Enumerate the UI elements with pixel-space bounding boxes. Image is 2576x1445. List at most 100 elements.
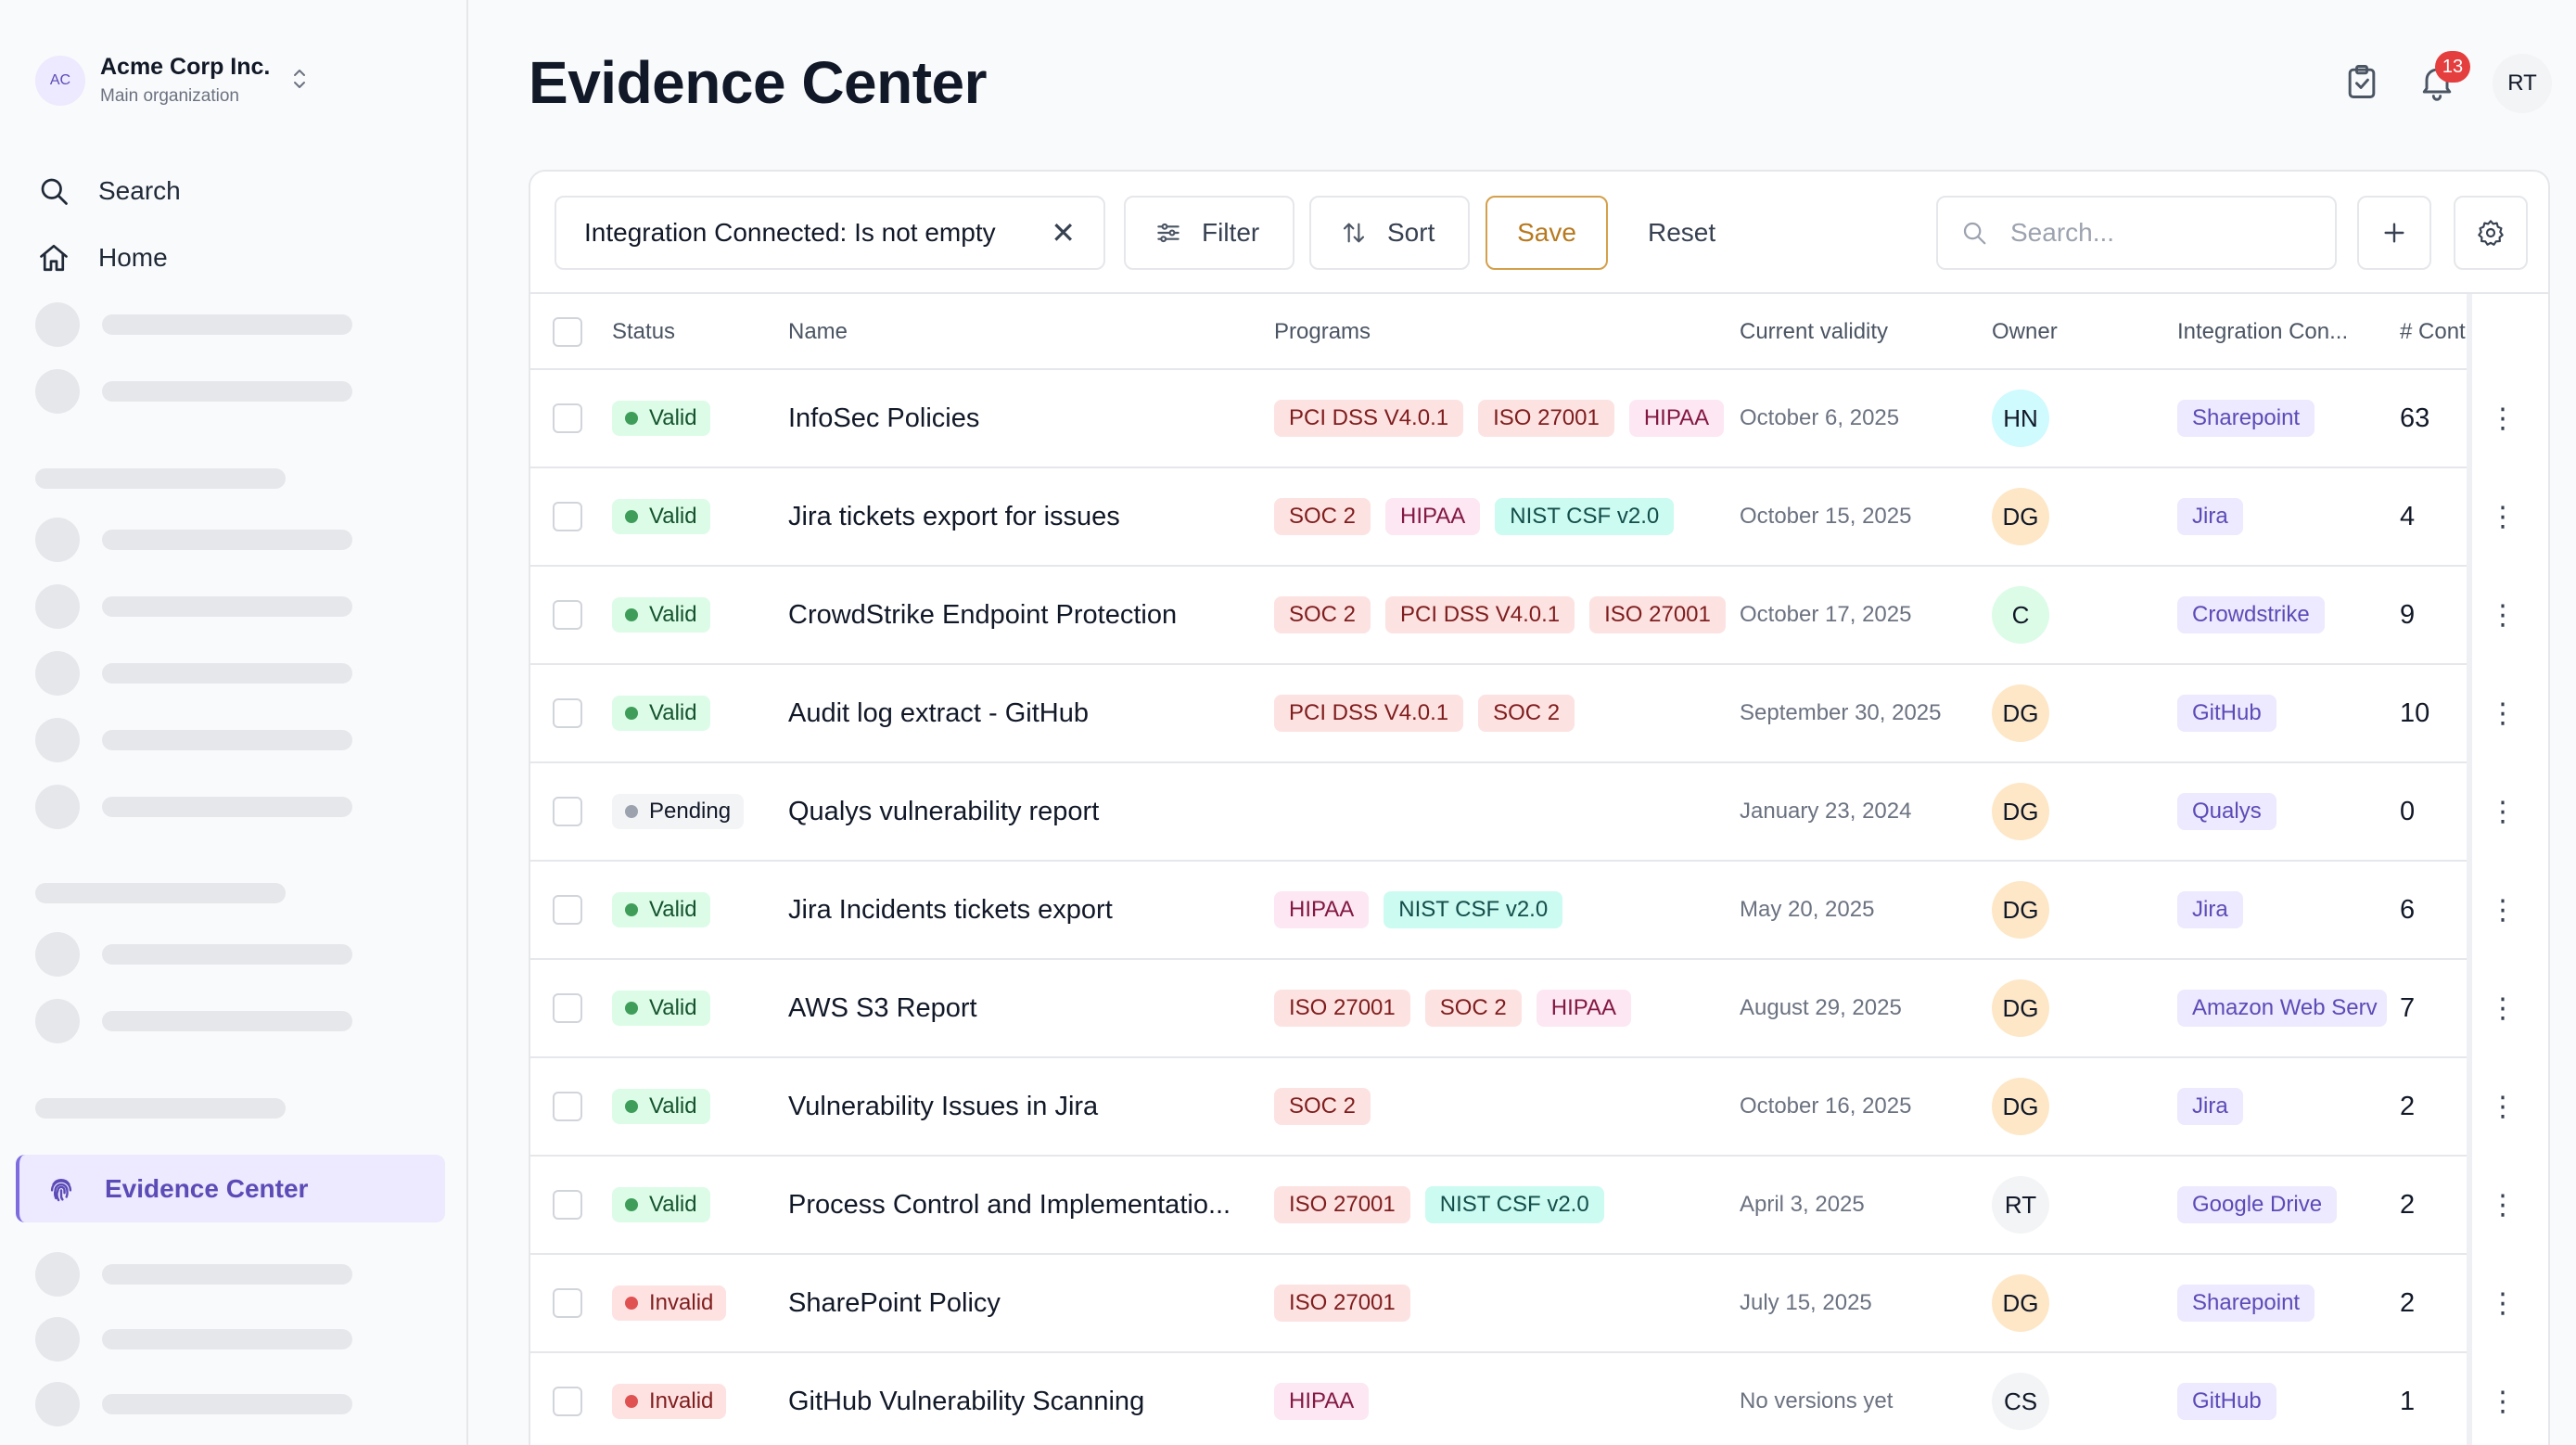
more-options-icon[interactable]: ⋮ [2489,796,2517,827]
column-header-status[interactable]: Status [612,319,676,344]
controls-count: 2 [2400,1091,2416,1121]
more-options-icon[interactable]: ⋮ [2489,1189,2517,1221]
row-checkbox[interactable] [553,895,582,925]
save-button[interactable]: Save [1486,196,1608,270]
more-options-icon[interactable]: ⋮ [2489,1091,2517,1122]
controls-count: 10 [2400,697,2430,728]
skeleton-bar [102,1264,352,1285]
user-avatar[interactable]: RT [2493,54,2552,113]
column-header-validity[interactable]: Current validity [1740,319,1889,344]
owner-avatar[interactable]: C [1992,586,2049,644]
owner-avatar[interactable]: DG [1992,881,2049,939]
owner-avatar[interactable]: DG [1992,1274,2049,1332]
controls-count: 63 [2400,403,2430,433]
more-options-icon[interactable]: ⋮ [2489,501,2517,532]
validity-date: July 15, 2025 [1740,1290,1872,1315]
reset-button[interactable]: Reset [1648,218,1716,247]
sort-button[interactable]: Sort [1309,196,1470,270]
row-checkbox[interactable] [553,1092,582,1121]
table-row[interactable]: Invalid GitHub Vulnerability Scanning HIPA… [530,1353,2548,1445]
more-options-icon[interactable]: ⋮ [2489,894,2517,926]
program-tag: ISO 27001 [1478,400,1614,437]
owner-avatar[interactable]: HN [1992,390,2049,447]
more-options-icon[interactable]: ⋮ [2489,992,2517,1024]
filter-button[interactable]: Filter [1124,196,1294,270]
owner-avatar[interactable]: DG [1992,783,2049,840]
nav-search[interactable]: Search [37,174,181,208]
evidence-name[interactable]: Audit log extract - GitHub [788,697,1089,728]
more-options-icon[interactable]: ⋮ [2489,1287,2517,1319]
notification-badge: 13 [2435,51,2470,83]
table-row[interactable]: Valid Jira tickets export for issues SOC 2… [530,468,2548,567]
evidence-name[interactable]: GitHub Vulnerability Scanning [788,1386,1145,1416]
table-row[interactable]: Valid Audit log extract - GitHub PCI DSS V… [530,665,2548,763]
more-options-icon[interactable]: ⋮ [2489,1386,2517,1417]
add-evidence-button[interactable] [2357,196,2431,270]
more-options-icon[interactable]: ⋮ [2489,599,2517,631]
status-label: Valid [649,504,697,529]
owner-avatar[interactable]: DG [1992,488,2049,545]
row-checkbox[interactable] [553,502,582,531]
integration-tag: Sharepoint [2177,1285,2315,1322]
column-header-programs[interactable]: Programs [1274,319,1371,344]
row-checkbox[interactable] [553,797,582,826]
status-badge: Valid [612,696,710,731]
row-checkbox[interactable] [553,993,582,1023]
table-row[interactable]: Valid Vulnerability Issues in Jira SOC 2 Oc… [530,1058,2548,1157]
table-row[interactable]: Valid InfoSec Policies PCI DSS V4.0.1 ISO 2… [530,370,2548,468]
owner-avatar[interactable]: RT [1992,1176,2049,1234]
row-checkbox[interactable] [553,1190,582,1220]
owner-avatar[interactable]: DG [1992,1078,2049,1135]
column-header-integration[interactable]: Integration Con... [2177,319,2349,344]
evidence-name[interactable]: Vulnerability Issues in Jira [788,1091,1099,1121]
status-label: Invalid [649,1388,714,1413]
programs-cell: ISO 27001 [1274,1255,1425,1351]
org-switcher[interactable]: AC Acme Corp Inc. Main organization [35,54,309,107]
skeleton-section-header [35,883,286,903]
program-tag: NIST CSF v2.0 [1384,891,1563,928]
table-row[interactable]: Pending Qualys vulnerability report Januar… [530,763,2548,862]
table-row[interactable]: Valid Process Control and Implementatio..… [530,1157,2548,1255]
owner-avatar[interactable]: DG [1992,684,2049,742]
table-row[interactable]: Invalid SharePoint Policy ISO 27001 July 15… [530,1255,2548,1353]
search-input[interactable]: Search... [1936,196,2337,270]
more-options-icon[interactable]: ⋮ [2489,403,2517,434]
skeleton-bar [102,1394,352,1414]
close-icon[interactable]: ✕ [1051,216,1076,249]
evidence-name[interactable]: AWS S3 Report [788,992,977,1023]
row-checkbox[interactable] [553,1387,582,1416]
evidence-name[interactable]: Qualys vulnerability report [788,796,1100,826]
program-tag: PCI DSS V4.0.1 [1274,695,1464,732]
validity-date: May 20, 2025 [1740,897,1875,922]
owner-avatar[interactable]: CS [1992,1373,2049,1430]
table-row[interactable]: Valid CrowdStrike Endpoint Protection SOC … [530,567,2548,665]
column-header-name[interactable]: Name [788,319,848,344]
evidence-name[interactable]: InfoSec Policies [788,403,980,433]
search-icon [1963,222,1986,245]
skeleton-section-header [35,468,286,489]
table-row[interactable]: Valid AWS S3 Report ISO 27001 SOC 2 HIPAA Aug… [530,960,2548,1058]
evidence-name[interactable]: Jira Incidents tickets export [788,894,1113,925]
programs-cell: PCI DSS V4.0.1 ISO 27001 HIPAA [1274,370,1739,467]
row-checkbox[interactable] [553,1288,582,1318]
clipboard-check-icon[interactable] [2341,61,2382,102]
more-options-icon[interactable]: ⋮ [2489,697,2517,729]
evidence-name[interactable]: Jira tickets export for issues [788,501,1120,531]
owner-avatar[interactable]: DG [1992,979,2049,1037]
select-all-checkbox[interactable] [553,317,582,347]
skeleton-bar [102,530,352,550]
row-checkbox[interactable] [553,698,582,728]
evidence-name[interactable]: SharePoint Policy [788,1287,1001,1318]
nav-evidence-center[interactable]: Evidence Center [16,1155,445,1222]
evidence-name[interactable]: CrowdStrike Endpoint Protection [788,599,1178,630]
active-filter-chip[interactable]: Integration Connected: Is not empty ✕ [555,196,1105,270]
row-checkbox[interactable] [553,600,582,630]
nav-home[interactable]: Home [37,241,168,275]
table-settings-button[interactable] [2454,196,2528,270]
status-label: Valid [649,405,697,430]
skeleton-icon [35,785,80,829]
row-checkbox[interactable] [553,403,582,433]
evidence-name[interactable]: Process Control and Implementatio... [788,1189,1231,1220]
table-row[interactable]: Valid Jira Incidents tickets export HIPAA N… [530,862,2548,960]
column-header-owner[interactable]: Owner [1992,319,2058,344]
